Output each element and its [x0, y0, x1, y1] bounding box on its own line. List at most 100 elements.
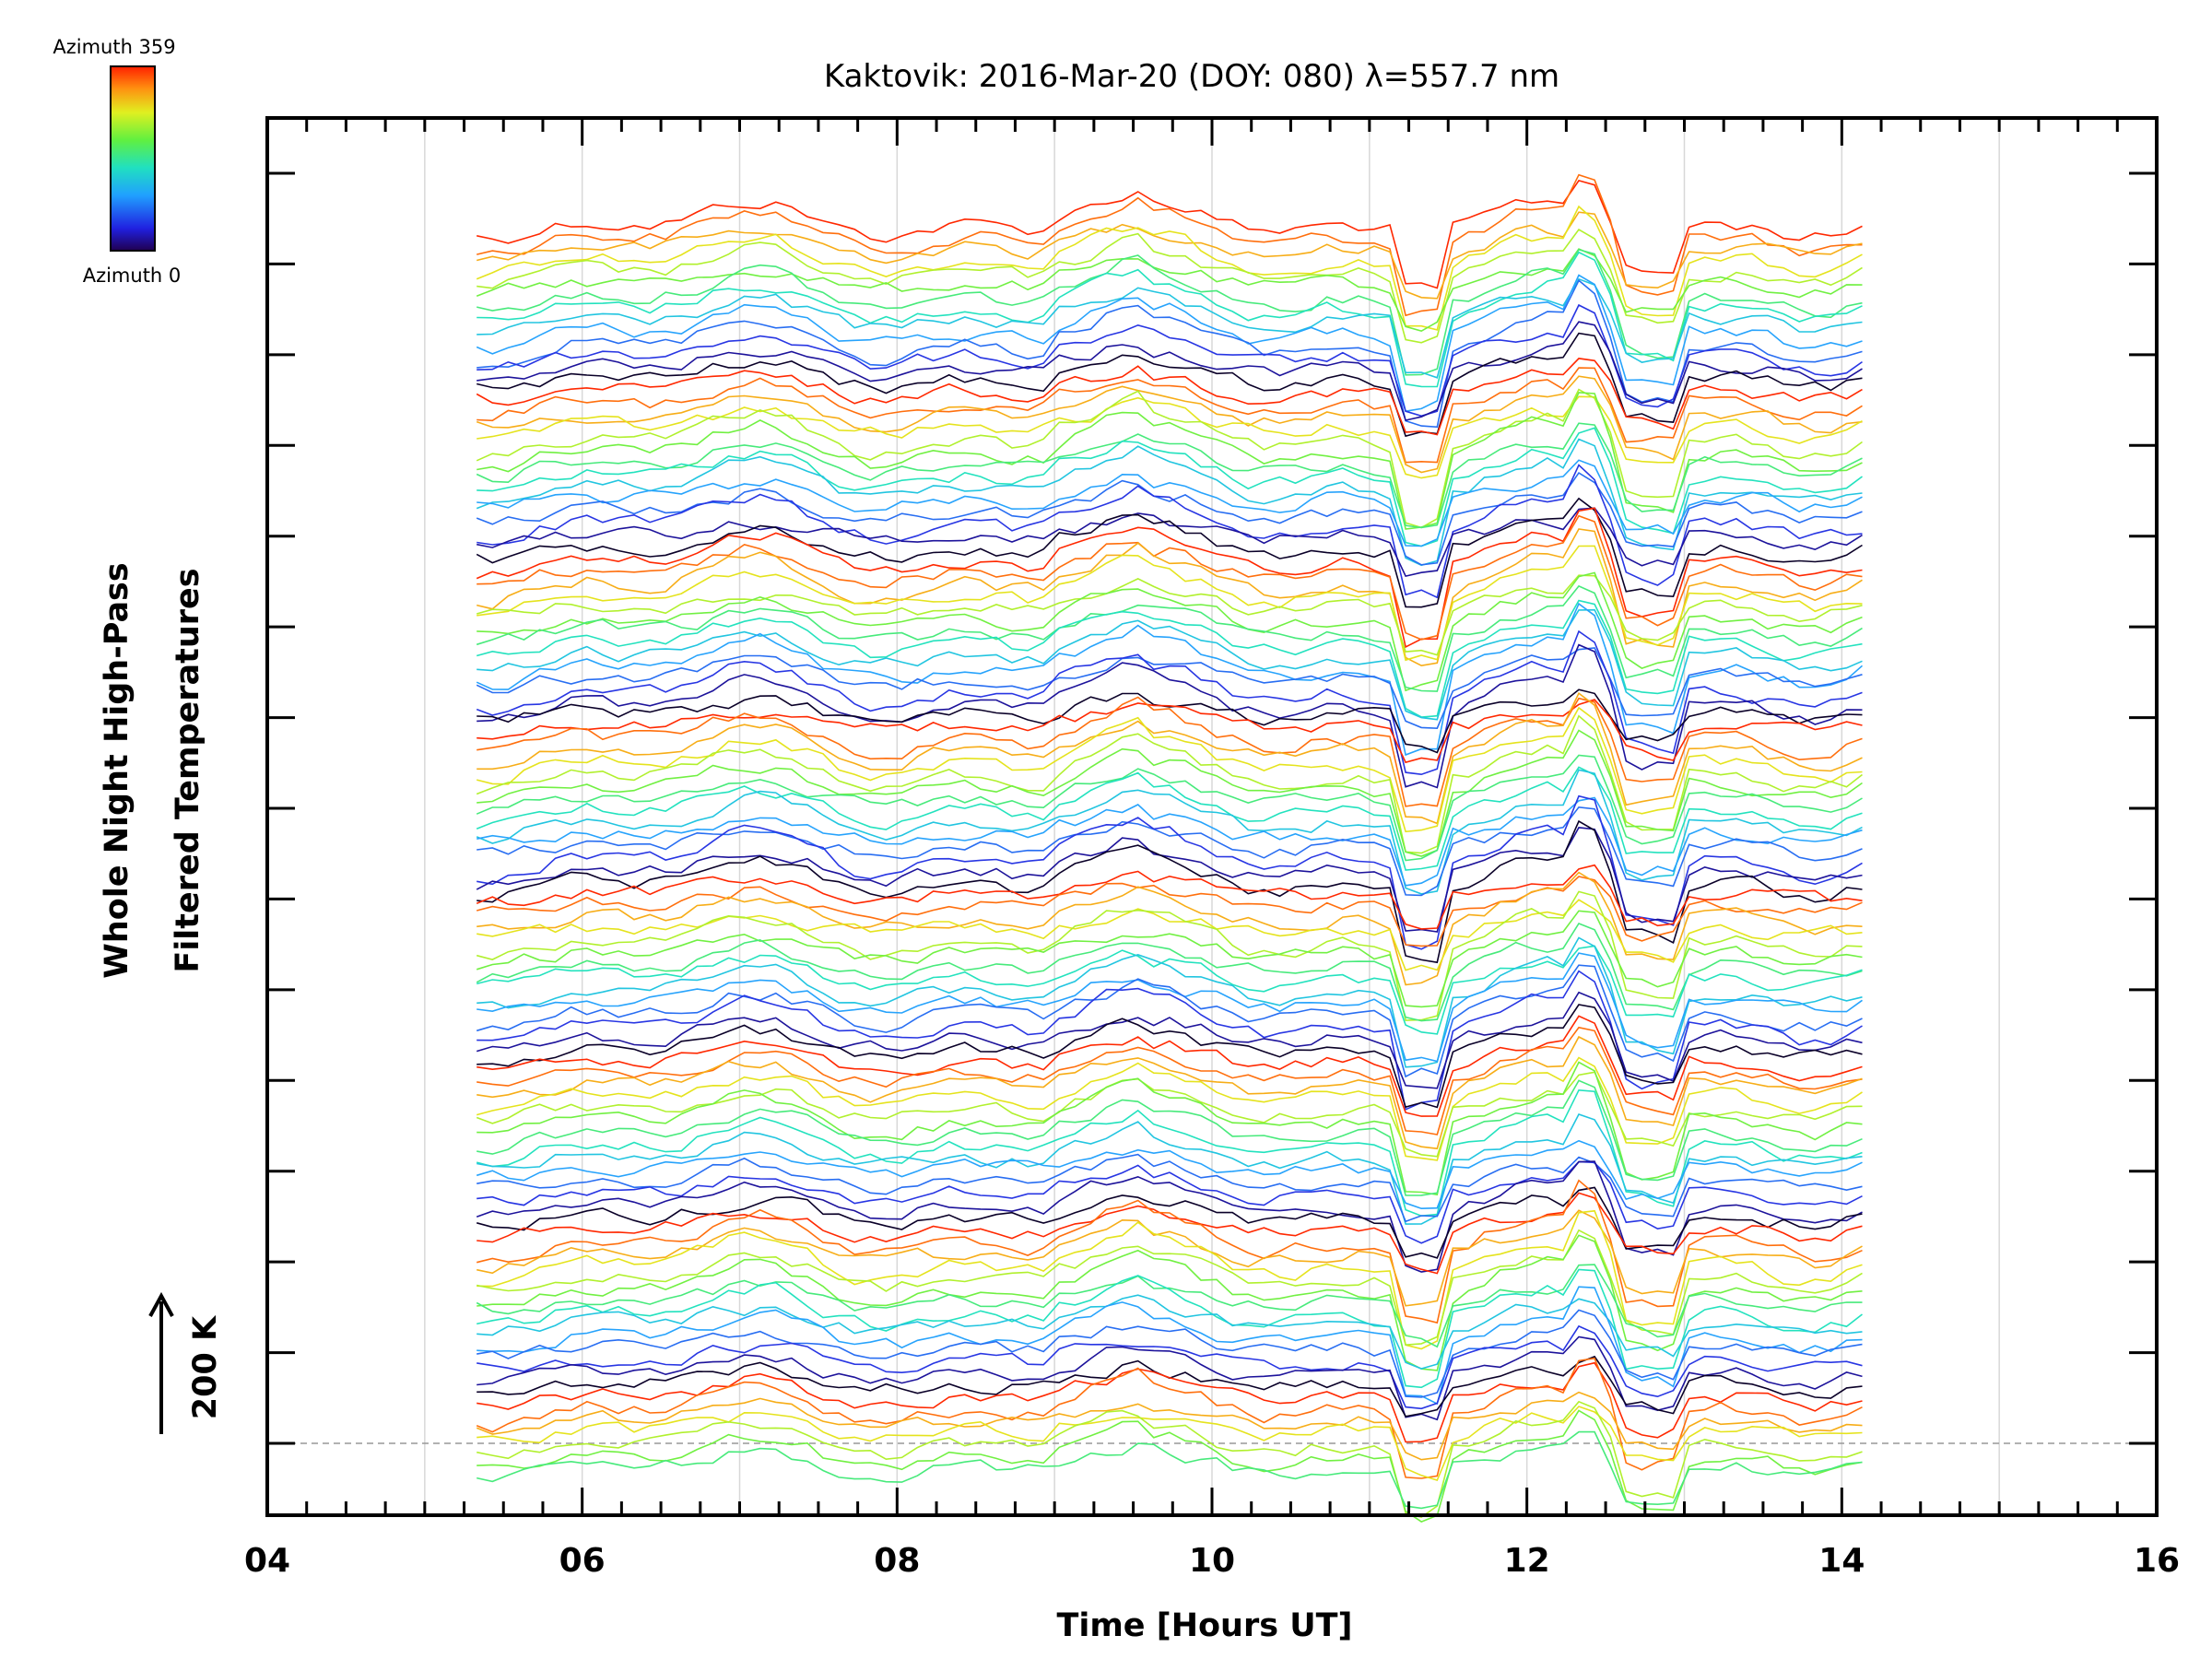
series-line [477, 1079, 1863, 1196]
series-line [477, 1061, 1863, 1196]
series-line [476, 248, 1863, 333]
series-line [477, 1430, 1863, 1510]
series-line [477, 1268, 1863, 1389]
series-line [477, 427, 1863, 547]
series-line [477, 1355, 1863, 1418]
series-line [477, 173, 1863, 317]
grid-layer [267, 118, 2157, 1515]
series-line [476, 1264, 1863, 1348]
series-line [476, 574, 1863, 656]
x-tick-label: 04 [244, 1542, 290, 1580]
axes-layer [265, 116, 2159, 1517]
series-line [477, 699, 1863, 764]
series-line [477, 211, 1863, 300]
series-line [477, 1209, 1863, 1307]
series-line [477, 277, 1863, 379]
series-line [477, 321, 1863, 421]
series-line [476, 964, 1863, 1078]
series-line [477, 392, 1863, 530]
series-line [476, 1088, 1863, 1218]
series-line [477, 729, 1863, 857]
series-line [477, 643, 1863, 789]
y-axis-label-line1: Whole Night High-Pass [99, 562, 135, 978]
series-line [476, 910, 1863, 1008]
series-line [477, 251, 1863, 388]
series-line [477, 945, 1863, 1035]
series-line [477, 1192, 1863, 1275]
series-line [477, 696, 1863, 807]
series-line [477, 1160, 1863, 1244]
series-line [476, 754, 1863, 862]
scale-bar-arrow-head [148, 1291, 174, 1317]
series-line [477, 890, 1863, 1021]
series-line [477, 571, 1863, 692]
series-line [477, 796, 1863, 887]
x-tick-label: 16 [2134, 1542, 2180, 1580]
series-line [476, 766, 1863, 871]
series-line [477, 1015, 1863, 1117]
series-line [476, 827, 1863, 933]
series-line [477, 1286, 1863, 1406]
series-line [477, 545, 1863, 662]
series-line [476, 472, 1863, 566]
series-line [476, 1056, 1863, 1161]
series-line [476, 358, 1863, 436]
series-line [476, 647, 1863, 730]
series-line [476, 375, 1863, 474]
series-line [477, 1113, 1863, 1225]
series-line [476, 991, 1863, 1089]
series-line [477, 179, 1863, 289]
series-line [476, 1160, 1863, 1273]
x-tick-label: 06 [559, 1542, 606, 1580]
series-line [476, 388, 1863, 529]
series-line [476, 1186, 1863, 1259]
series-line [477, 303, 1863, 418]
series-line [477, 507, 1863, 578]
series-line [477, 367, 1863, 464]
series-line [476, 507, 1863, 649]
series-line [477, 1035, 1863, 1150]
colorbar-legend: Azimuth 359 Azimuth 0 [53, 36, 181, 287]
series-line [477, 1209, 1863, 1350]
series-line [477, 794, 1863, 950]
series-line [477, 970, 1863, 1111]
series-line [476, 422, 1863, 529]
series-line [476, 629, 1863, 776]
series-line [477, 871, 1863, 986]
series-layer [476, 173, 1864, 1523]
series-line [477, 1361, 1863, 1443]
x-tick-label: 12 [1504, 1542, 1550, 1580]
series-line [477, 1229, 1863, 1347]
series-line [477, 876, 1863, 947]
series-line [476, 497, 1863, 608]
series-line [477, 806, 1863, 897]
series-line [477, 952, 1863, 1063]
x-tick-label: 14 [1818, 1542, 1865, 1580]
series-line [476, 584, 1863, 692]
series-line [477, 514, 1863, 641]
y-axis-label-line2: Filtered Temperatures [170, 568, 206, 972]
series-line [476, 1391, 1863, 1461]
series-line [477, 1179, 1863, 1324]
x-tick-label: 08 [874, 1542, 920, 1580]
colorbar-gradient [110, 65, 156, 252]
series-line [477, 1324, 1863, 1410]
series-line [477, 248, 1863, 376]
series-line [477, 1406, 1863, 1481]
series-line [477, 332, 1863, 438]
series-line [477, 528, 1863, 667]
x-tick-label: 10 [1189, 1542, 1235, 1580]
series-line [476, 274, 1863, 413]
colorbar-bottom-label: Azimuth 0 [83, 265, 182, 287]
series-line [477, 608, 1863, 721]
series-line [477, 1294, 1863, 1370]
scale-bar: 200 K [148, 1291, 224, 1434]
series-line [476, 205, 1863, 331]
series-line [477, 936, 1863, 1068]
series-line [477, 459, 1863, 547]
series-line [477, 688, 1863, 754]
x-axis-label: Time [Hours UT] [1056, 1607, 1352, 1644]
series-line [477, 1400, 1863, 1518]
series-line [477, 1153, 1863, 1223]
